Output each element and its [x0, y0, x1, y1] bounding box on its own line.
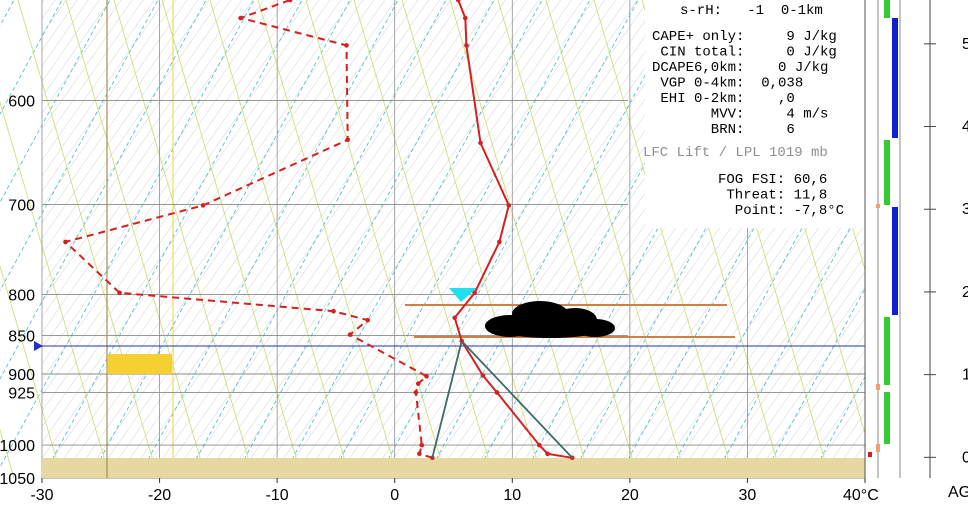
adiabat-line: [353, 0, 495, 479]
profile-point: [537, 442, 542, 448]
profile-point: [455, 0, 461, 3]
index-text: BRN: 6: [652, 122, 795, 138]
profile-point: [117, 290, 122, 296]
profiles: [63, 0, 575, 461]
lfc-text: LFC Lift / LPL 1019 mb: [643, 145, 828, 161]
y-tick-label: 850: [8, 328, 35, 345]
profile-point: [494, 390, 500, 395]
adiabat-line: [0, 264, 63, 479]
info-panel: [645, 0, 865, 228]
adiabat-line: [65, 0, 207, 479]
profile-point: [63, 239, 68, 245]
profile-point: [345, 137, 350, 143]
profile-point: [344, 43, 349, 48]
profile-line: [453, 0, 573, 459]
profile-point: [480, 373, 486, 378]
y2-axis-label: AG: [948, 484, 968, 501]
profile-point: [506, 203, 512, 208]
fog-text: FOG FSI: 60,6: [718, 172, 827, 188]
fog-cloud: [485, 301, 615, 338]
profile-point: [472, 290, 477, 296]
mixing-ratio-line: [0, 0, 15, 27]
profile-point: [462, 15, 468, 21]
y2-tick-label: 2: [962, 284, 968, 301]
y2-tick-label: 0: [962, 449, 968, 466]
adiabat-line: [161, 0, 303, 479]
profile-point: [347, 332, 353, 337]
y-tick-label: 800: [8, 288, 35, 305]
profile-line: [63, 0, 433, 459]
x-tick-label: 20: [621, 487, 639, 504]
adiabat-line: [593, 0, 735, 479]
x-tick-label: 30: [739, 487, 757, 504]
y-tick-label: 1050: [0, 471, 35, 488]
y-tick-label: 900: [8, 367, 35, 384]
adiabat-line: [545, 0, 687, 479]
profile-point: [419, 442, 425, 448]
profile-point: [287, 0, 293, 3]
profile-point: [464, 43, 469, 48]
x-tick-label: -20: [148, 487, 171, 504]
adiabat-line: [401, 0, 543, 479]
profile-point: [413, 390, 419, 395]
profile-point: [424, 373, 429, 379]
profile-point: [452, 315, 457, 321]
index-text: MVV: 4 m/s: [652, 107, 828, 123]
y2-tick-label: 5: [962, 36, 968, 53]
y-tick-label: 700: [8, 197, 35, 214]
side-panel: [865, 0, 968, 478]
profile-point: [415, 381, 421, 386]
profile-line: [431, 340, 463, 459]
index-text: CIN total: 0 J/kg: [652, 45, 837, 61]
x-tick-label: 40°C: [843, 487, 879, 504]
adiabat-line: [305, 0, 447, 479]
y-tick-label: 925: [8, 385, 35, 402]
index-text: CAPE+ only: 9 J/kg: [652, 29, 837, 45]
profile-point: [200, 203, 206, 208]
lcl-marker: [449, 288, 477, 302]
x-tick-label: -30: [30, 487, 53, 504]
profile-line: [461, 340, 573, 459]
adiabat-line: [113, 0, 255, 479]
lpl-marker: [34, 341, 43, 351]
ground-band: [42, 458, 865, 478]
adiabat-line: [17, 0, 159, 479]
adiabat-line: [0, 101, 111, 479]
adiabat-line: [0, 428, 15, 479]
fog-text: Threat: 11,8: [718, 188, 827, 204]
profile-point: [365, 317, 370, 323]
y-tick-label: 600: [8, 93, 35, 110]
srh-text: s-rH: -1 0-1km: [680, 3, 823, 19]
x-tick-label: 0: [390, 487, 399, 504]
fog-text: Point: -7,8°C: [718, 203, 844, 219]
y2-tick-label: 1: [962, 367, 968, 384]
profile-point: [497, 239, 502, 245]
marker-box: [108, 354, 172, 374]
adiabat-line: [449, 0, 591, 479]
index-text: DCAPE6,0km: 0 J/kg: [652, 60, 828, 76]
adiabat-line: [257, 0, 399, 479]
y-tick-label: 1000: [0, 438, 35, 455]
profile-point: [545, 451, 550, 457]
wind-bars: [868, 0, 898, 457]
x-tick-label: 10: [503, 487, 521, 504]
adiabat-line: [209, 0, 351, 479]
profile-point: [478, 140, 483, 146]
index-text: VGP 0-4km: 0,038: [652, 76, 803, 92]
y2-tick-label: 3: [962, 201, 968, 218]
adiabat-line: [497, 0, 639, 479]
profile-point: [238, 15, 243, 21]
profile-point: [417, 451, 422, 457]
profile-point: [331, 308, 336, 314]
x-tick-label: -10: [266, 487, 289, 504]
index-text: EHI 0-2km: ,0: [652, 91, 795, 107]
y2-tick-label: 4: [962, 119, 968, 136]
